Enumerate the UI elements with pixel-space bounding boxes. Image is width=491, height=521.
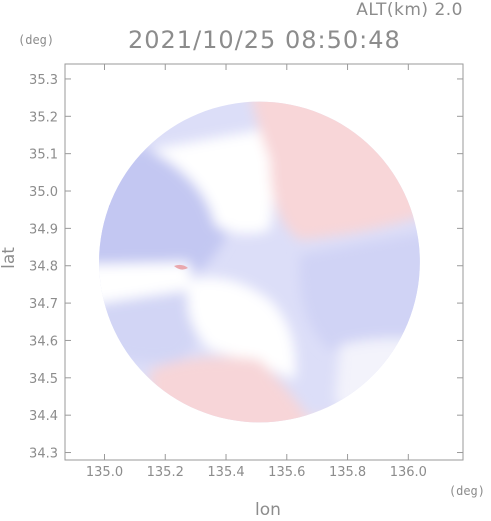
- x-axis: 135.0 135.2 135.4 135.6 135.8 136.0: [86, 64, 427, 480]
- field-negative-east: [299, 225, 420, 351]
- y-tick-label: 34.7: [29, 297, 58, 312]
- echo-strong-west: [65, 209, 95, 238]
- y-tick-label: 34.6: [29, 334, 58, 349]
- y-tick-label: 35.2: [29, 110, 58, 125]
- field-positive-southeast: [300, 415, 380, 423]
- x-tick-label: 135.8: [329, 465, 366, 480]
- y-tick-label: 34.8: [29, 260, 58, 275]
- x-tick-label: 135.2: [147, 465, 184, 480]
- altitude-label: ALT(km) 2.0: [356, 0, 463, 20]
- echo-pink-center: [174, 264, 188, 270]
- y-tick-label: 34.9: [29, 222, 58, 237]
- y-tick-label: 35.0: [29, 185, 58, 200]
- x-axis-label: lon: [255, 500, 281, 520]
- field-zero-west-gap: [99, 262, 190, 310]
- echo-strong-west-2: [99, 198, 110, 212]
- y-tick-label: 35.3: [29, 73, 58, 88]
- field-positive-north: [250, 101, 420, 240]
- y-unit-label: (deg): [18, 33, 55, 47]
- y-tick-label: 34.3: [29, 447, 58, 462]
- x-tick-label: 135.0: [86, 465, 123, 480]
- y-tick-label: 35.1: [29, 148, 58, 163]
- echo-strong-north: [358, 91, 372, 98]
- field-zero-east: [335, 338, 420, 423]
- x-tick-label: 135.6: [268, 465, 305, 480]
- y-axis: 34.3 34.4 34.5 34.6 34.7 34.8 34.9 35.0 35.1 35.2…: [29, 73, 463, 462]
- plot-frame: [64, 63, 464, 461]
- field-zero-north: [150, 130, 274, 234]
- y-tick-label: 34.5: [29, 372, 58, 387]
- field-negative-southwest: [99, 290, 203, 363]
- field-positive-south: [150, 356, 330, 423]
- field-zero-center: [187, 277, 296, 380]
- y-tick-label: 34.4: [29, 409, 58, 424]
- timestamp-title: 2021/10/25 08:50:48: [128, 26, 401, 54]
- x-tick-label: 135.4: [207, 465, 244, 480]
- x-tick-label: 136.0: [390, 465, 427, 480]
- x-unit-label: (deg): [448, 484, 485, 498]
